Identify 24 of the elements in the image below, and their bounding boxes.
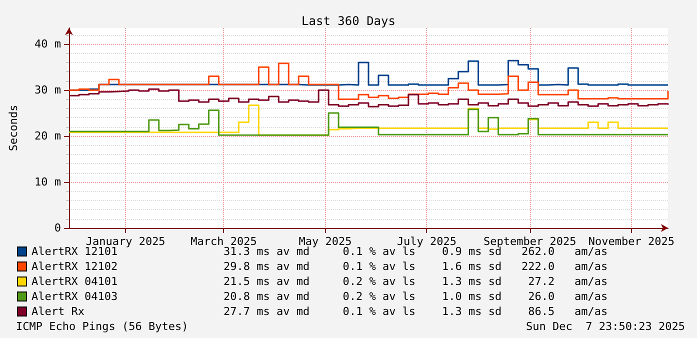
y-axis-title: Seconds — [7, 104, 20, 152]
text: Sun Dec 7 23:50:23 2025 — [526, 320, 686, 333]
legend-label: AlertRX 04103 — [32, 290, 118, 303]
chart-title: Last 360 Days — [302, 14, 396, 28]
x-tick-label: January 2025 — [86, 235, 166, 248]
y-tick-label: 40 m — [34, 38, 62, 51]
x-tick-label: March 2025 — [190, 235, 257, 248]
text: 29.8 ms av md 0.1 % av ls 1.6 ms sd 222.0 am/as — [224, 260, 608, 273]
text: 20.8 ms av md 0.2 % av ls 1.0 ms sd 26.0 am/as — [224, 290, 608, 303]
y-tick-label: 0 — [54, 222, 61, 234]
y-tick-label: 10 m — [34, 176, 62, 189]
x-tick-label: May 2025 — [298, 235, 352, 248]
legend-label: AlertRX 12102 — [32, 260, 118, 273]
legend-label: Alert Rx — [32, 305, 85, 318]
y-tick-label: 20 m — [34, 130, 62, 143]
x-tick-label: September 2025 — [484, 235, 576, 248]
legend-label: AlertRX 04101 — [32, 275, 118, 288]
x-tick-label: July 2025 — [396, 235, 457, 248]
x-tick-label: November 2025 — [588, 235, 674, 248]
y-tick-label: 30 m — [34, 84, 62, 97]
text: 21.5 ms av md 0.2 % av ls 1.3 ms sd 27.2 am/as — [224, 275, 608, 288]
text: 27.7 ms av md 0.1 % av ls 1.3 ms sd 86.5 am/as — [224, 305, 608, 318]
text: ICMP Echo Pings (56 Bytes) — [16, 320, 188, 333]
legend-label: AlertRX 12101 — [32, 245, 118, 258]
